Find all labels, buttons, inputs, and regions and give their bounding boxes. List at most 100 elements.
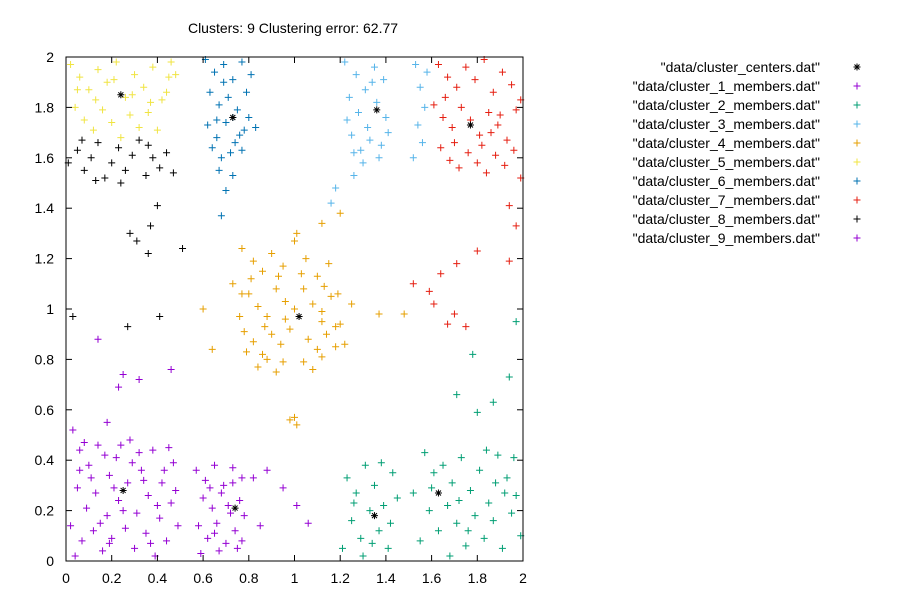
data-point — [332, 323, 340, 331]
data-point — [128, 459, 136, 467]
data-point — [215, 101, 223, 109]
data-point — [464, 149, 472, 157]
data-point — [437, 144, 445, 152]
y-tick-label: 0.6 — [35, 402, 55, 418]
data-point — [382, 113, 390, 121]
data-point — [434, 61, 442, 69]
legend-symbol — [853, 196, 861, 204]
data-point — [163, 88, 171, 96]
data-point — [263, 466, 271, 474]
data-point — [76, 73, 84, 81]
series-3 — [327, 58, 431, 207]
data-point — [336, 320, 344, 328]
data-point — [409, 489, 417, 497]
data-point — [384, 129, 392, 137]
data-point — [135, 449, 143, 457]
data-point — [238, 290, 246, 298]
data-point — [457, 454, 465, 462]
data-point — [236, 497, 244, 505]
data-point — [92, 96, 100, 104]
data-point — [67, 522, 75, 530]
data-point — [165, 73, 173, 81]
x-tick-label: 1.8 — [468, 570, 488, 586]
data-point — [450, 139, 458, 147]
data-point — [160, 466, 168, 474]
data-point — [332, 343, 340, 351]
data-point — [126, 111, 134, 119]
data-point — [213, 519, 221, 527]
data-point — [366, 136, 374, 144]
data-point — [375, 154, 383, 162]
data-point — [222, 187, 230, 195]
data-point — [343, 116, 351, 124]
data-point — [297, 270, 305, 278]
data-point — [476, 466, 484, 474]
data-point — [494, 121, 502, 129]
data-point — [446, 156, 454, 164]
data-point — [211, 461, 219, 469]
legend-label: "data/cluster_8_members.dat" — [633, 211, 820, 227]
data-point — [124, 479, 132, 487]
data-point — [462, 323, 470, 331]
data-point — [217, 154, 225, 162]
data-point — [163, 149, 171, 157]
data-point — [140, 476, 148, 484]
data-point — [87, 474, 95, 482]
data-point — [505, 257, 513, 265]
data-point — [375, 310, 383, 318]
plot-marks — [64, 56, 525, 560]
data-point — [503, 136, 511, 144]
data-point — [277, 340, 285, 348]
data-point — [153, 502, 161, 510]
data-point — [156, 164, 164, 172]
data-point — [414, 121, 422, 129]
data-point — [318, 353, 326, 361]
data-point — [293, 502, 301, 510]
data-point — [318, 219, 326, 227]
data-point — [368, 78, 376, 86]
y-tick-label: 1.6 — [35, 150, 55, 166]
data-point — [473, 408, 481, 416]
chart-title: Clusters: 9 Clustering error: 62.77 — [188, 20, 398, 36]
series-8 — [64, 136, 187, 331]
data-point — [249, 257, 257, 265]
data-point — [281, 297, 289, 305]
data-point — [425, 507, 433, 515]
data-point — [224, 93, 232, 101]
y-tick-label: 0.8 — [35, 351, 55, 367]
data-point — [350, 171, 358, 179]
data-point — [478, 141, 486, 149]
data-point — [300, 285, 308, 293]
data-point — [195, 522, 203, 530]
data-point — [229, 76, 237, 84]
data-point — [345, 93, 353, 101]
center-point — [229, 113, 237, 121]
data-point — [96, 519, 104, 527]
data-point — [121, 524, 129, 532]
data-point — [169, 169, 177, 177]
data-point — [462, 542, 470, 550]
center-point — [466, 121, 474, 129]
data-point — [69, 426, 77, 434]
data-point — [286, 325, 294, 333]
data-point — [338, 544, 346, 552]
legend-label: "data/cluster_7_members.dat" — [633, 192, 820, 208]
data-point — [85, 461, 93, 469]
data-point — [259, 267, 267, 275]
legend-label: "data/cluster_centers.dat" — [661, 59, 820, 75]
data-point — [446, 552, 454, 560]
data-point — [322, 330, 330, 338]
data-point — [117, 441, 125, 449]
data-point — [211, 529, 219, 537]
y-tick-label: 1.8 — [35, 99, 55, 115]
data-point — [135, 124, 143, 132]
data-point — [217, 489, 225, 497]
data-point — [423, 68, 431, 76]
data-point — [418, 139, 426, 147]
data-point — [384, 544, 392, 552]
legend-label: "data/cluster_4_members.dat" — [633, 135, 820, 151]
center-point — [295, 313, 303, 321]
data-point — [366, 507, 374, 515]
data-point — [336, 209, 344, 217]
